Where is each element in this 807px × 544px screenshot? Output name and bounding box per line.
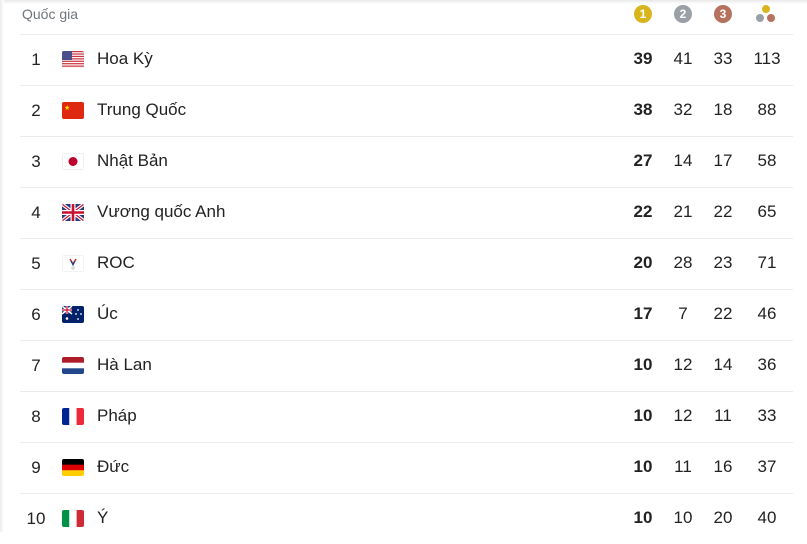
gold-count: 10 bbox=[623, 508, 663, 528]
country-name[interactable]: Pháp bbox=[97, 406, 137, 426]
total-count: 113 bbox=[747, 49, 787, 69]
bronze-medal-icon: 3 bbox=[714, 5, 732, 23]
bronze-count: 16 bbox=[703, 457, 743, 477]
silver-count: 14 bbox=[663, 151, 703, 171]
country-name[interactable]: Hà Lan bbox=[97, 355, 152, 375]
total-count: 88 bbox=[747, 100, 787, 120]
bronze-count: 14 bbox=[703, 355, 743, 375]
gold-count: 39 bbox=[623, 49, 663, 69]
country-name[interactable]: Vương quốc Anh bbox=[97, 202, 225, 222]
bronze-count: 33 bbox=[703, 49, 743, 69]
silver-medal-icon: 2 bbox=[674, 5, 692, 23]
rank: 10 bbox=[20, 509, 52, 529]
gold-medal-icon: 1 bbox=[634, 5, 652, 23]
rank: 3 bbox=[20, 152, 52, 172]
total-count: 40 bbox=[747, 508, 787, 528]
silver-count: 7 bbox=[663, 304, 703, 324]
flag-nl-icon bbox=[62, 357, 84, 374]
total-count: 58 bbox=[747, 151, 787, 171]
rank: 1 bbox=[20, 50, 52, 70]
bronze-count: 20 bbox=[703, 508, 743, 528]
total-count: 65 bbox=[747, 202, 787, 222]
flag-roc-icon bbox=[62, 255, 84, 272]
rank: 5 bbox=[20, 254, 52, 274]
gold-count: 20 bbox=[623, 253, 663, 273]
country-column-header: Quốc gia bbox=[22, 6, 78, 22]
rank: 7 bbox=[20, 356, 52, 376]
silver-count: 12 bbox=[663, 406, 703, 426]
flag-cn-icon: ★ bbox=[62, 102, 84, 119]
bronze-count: 18 bbox=[703, 100, 743, 120]
country-name[interactable]: Nhật Bản bbox=[97, 151, 168, 171]
silver-count: 11 bbox=[663, 457, 703, 477]
flag-us-icon bbox=[62, 51, 84, 68]
bronze-count: 17 bbox=[703, 151, 743, 171]
country-name[interactable]: ROC bbox=[97, 253, 135, 273]
bronze-count: 11 bbox=[703, 406, 743, 426]
gold-count: 10 bbox=[623, 457, 663, 477]
silver-count: 10 bbox=[663, 508, 703, 528]
rank: 9 bbox=[20, 458, 52, 478]
bronze-count: 22 bbox=[703, 202, 743, 222]
country-name[interactable]: Ý bbox=[97, 508, 108, 528]
flag-au-icon bbox=[62, 306, 84, 323]
gold-count: 10 bbox=[623, 406, 663, 426]
gold-count: 22 bbox=[623, 202, 663, 222]
gold-count: 10 bbox=[623, 355, 663, 375]
flag-gb-icon bbox=[62, 204, 84, 221]
silver-count: 41 bbox=[663, 49, 703, 69]
bronze-count: 23 bbox=[703, 253, 743, 273]
gold-count: 38 bbox=[623, 100, 663, 120]
silver-count: 28 bbox=[663, 253, 703, 273]
bronze-count: 22 bbox=[703, 304, 743, 324]
total-count: 71 bbox=[747, 253, 787, 273]
flag-jp-icon bbox=[62, 153, 84, 170]
rank: 2 bbox=[20, 101, 52, 121]
flag-fr-icon bbox=[62, 408, 84, 425]
rank: 4 bbox=[20, 203, 52, 223]
rank: 6 bbox=[20, 305, 52, 325]
gold-count: 27 bbox=[623, 151, 663, 171]
country-name[interactable]: Úc bbox=[97, 304, 118, 324]
country-name[interactable]: Đức bbox=[97, 457, 129, 477]
svg-text:★: ★ bbox=[64, 104, 70, 112]
total-count: 33 bbox=[747, 406, 787, 426]
rank: 8 bbox=[20, 407, 52, 427]
country-name[interactable]: Hoa Kỳ bbox=[97, 49, 153, 69]
total-count: 37 bbox=[747, 457, 787, 477]
silver-count: 21 bbox=[663, 202, 703, 222]
silver-count: 32 bbox=[663, 100, 703, 120]
country-name[interactable]: Trung Quốc bbox=[97, 100, 186, 120]
total-count: 46 bbox=[747, 304, 787, 324]
silver-count: 12 bbox=[663, 355, 703, 375]
flag-it-icon bbox=[62, 510, 84, 527]
gold-count: 17 bbox=[623, 304, 663, 324]
top-shadow bbox=[0, 0, 807, 4]
total-count: 36 bbox=[747, 355, 787, 375]
flag-de-icon bbox=[62, 459, 84, 476]
